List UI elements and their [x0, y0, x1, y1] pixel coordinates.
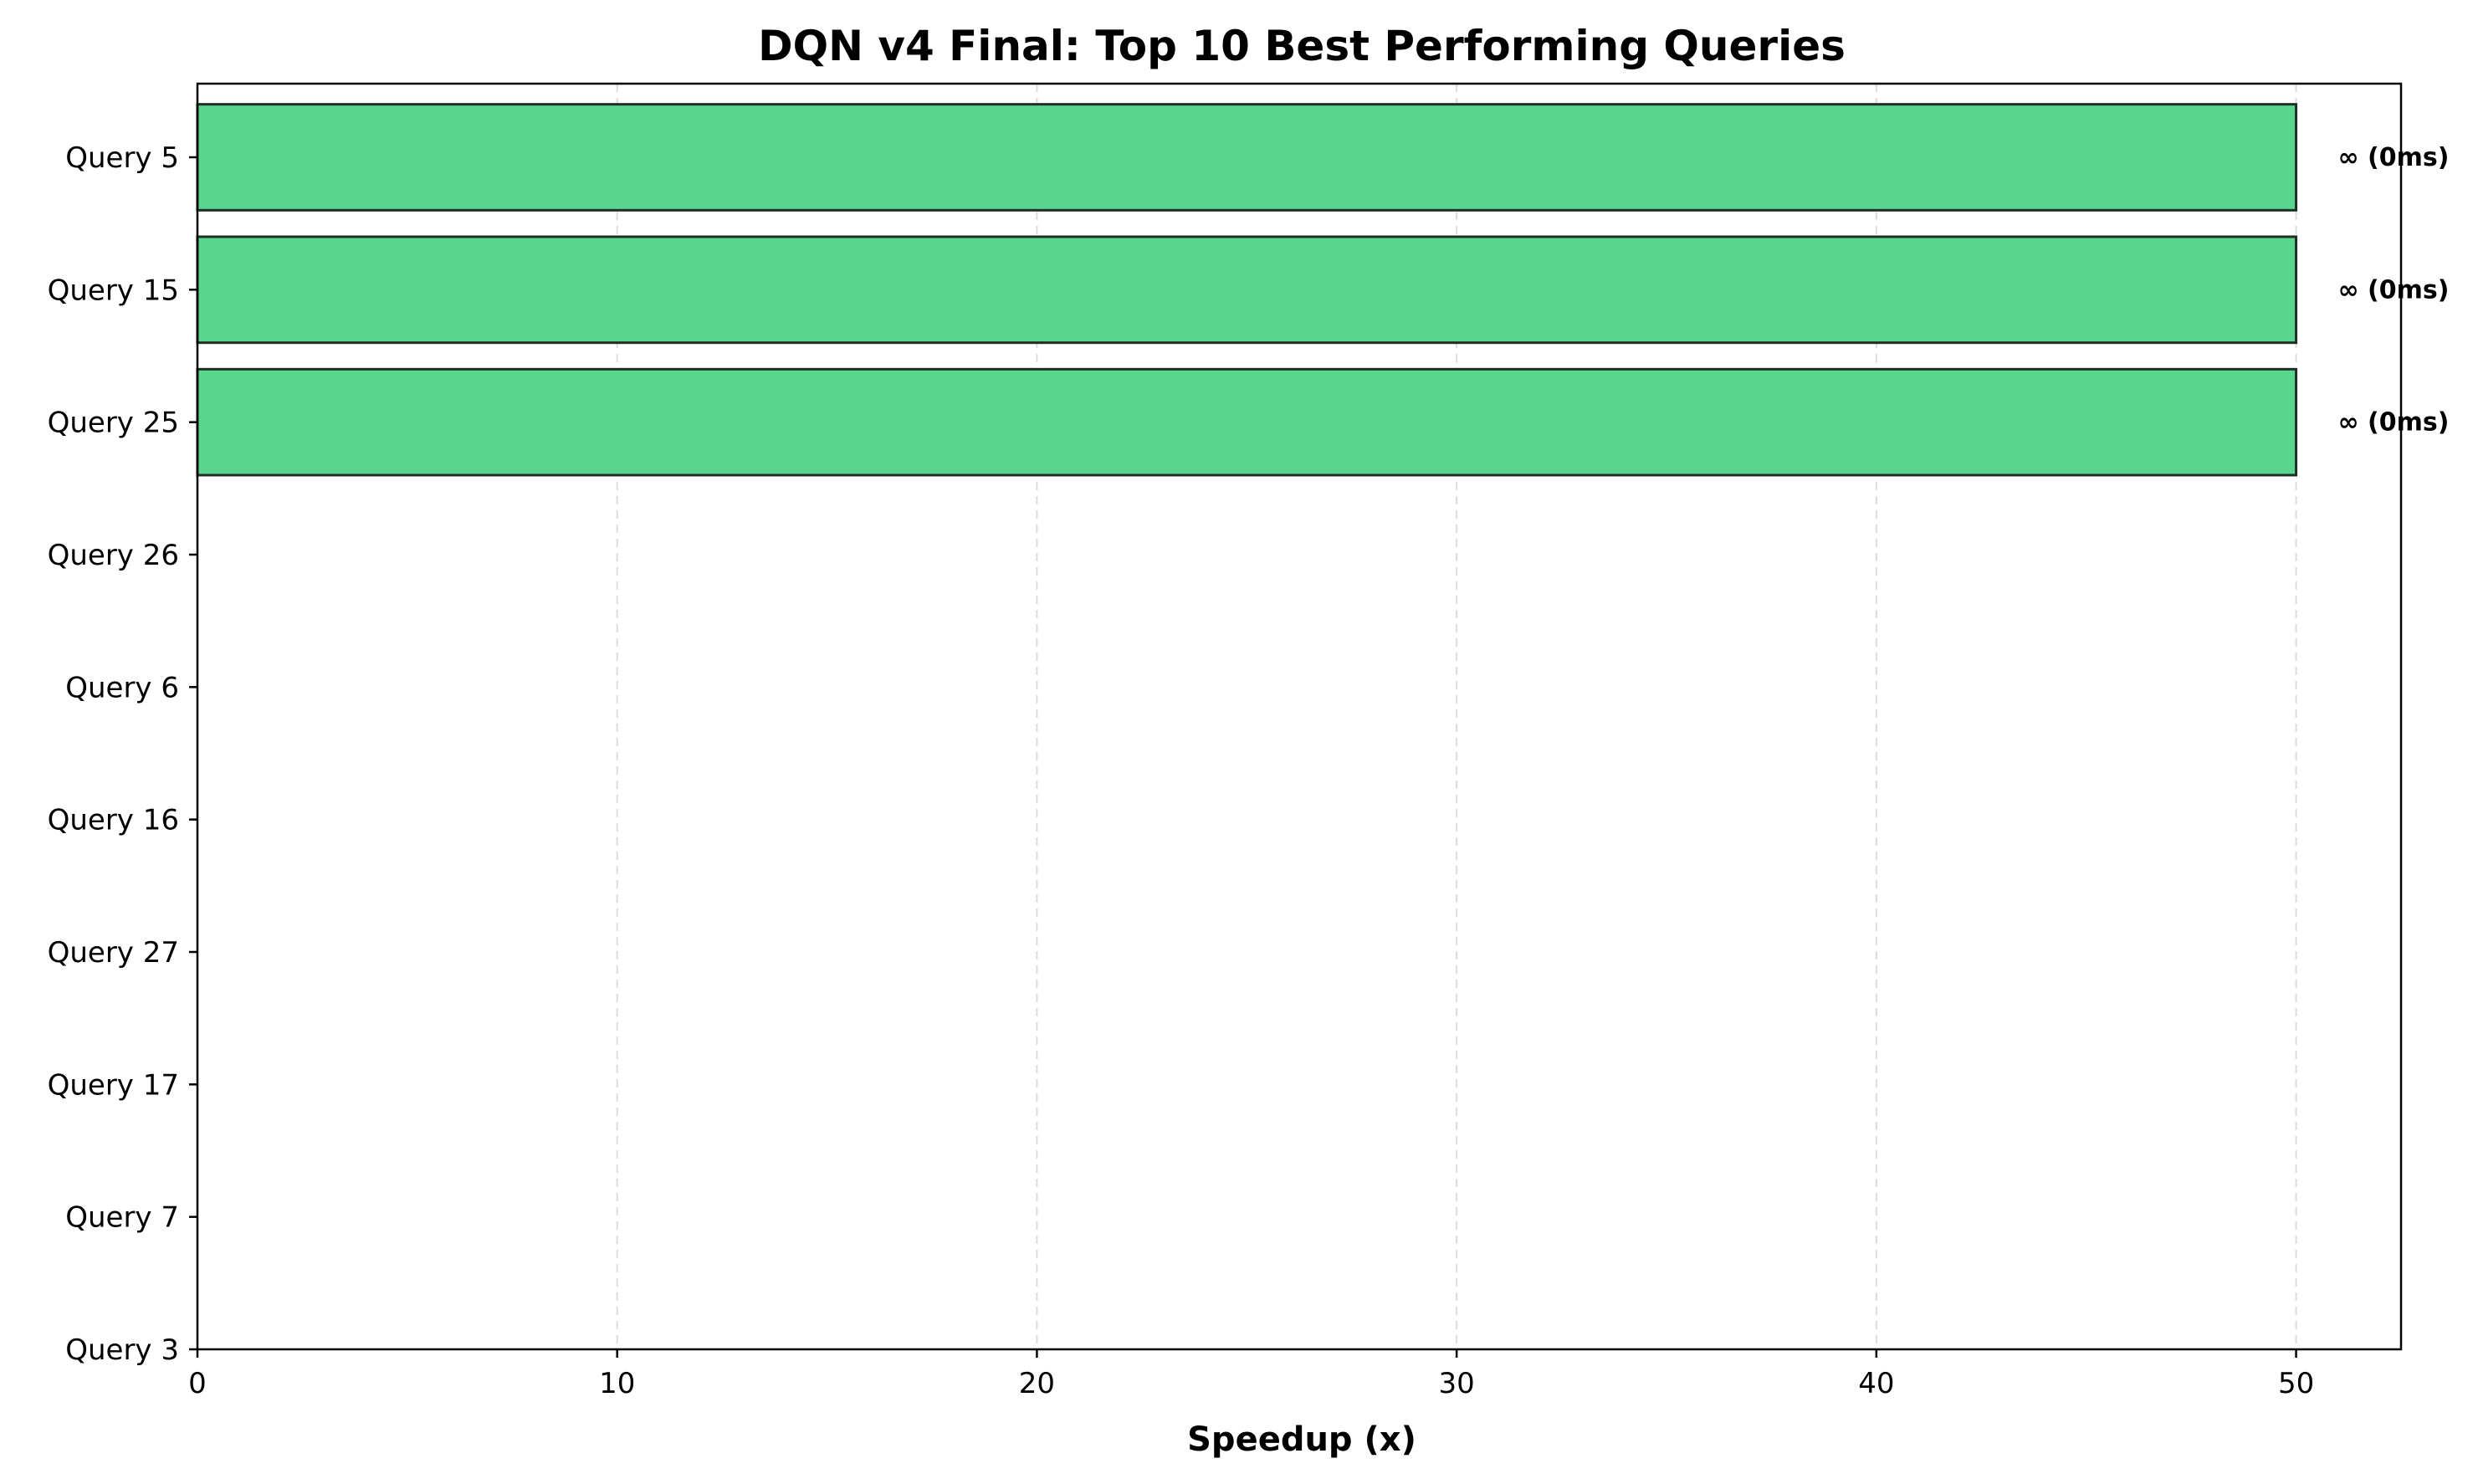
x-tick-label: 30 [1439, 1367, 1475, 1400]
y-tick-label: Query 5 [65, 141, 179, 175]
bar-query-5 [196, 103, 2298, 212]
y-axis-ticks: Query 5 Query 15 Query 25 Query 26 Query 6 Qu… [48, 141, 197, 1367]
x-tick-label: 50 [2278, 1367, 2314, 1400]
y-tick-label: Query 15 [48, 274, 179, 307]
x-tick-label: 0 [188, 1367, 207, 1400]
chart-title: DQN v4 Final: Top 10 Best Performing Que… [758, 22, 1846, 70]
y-tick-label: Query 27 [48, 936, 179, 970]
y-tick-label: Query 16 [48, 804, 179, 837]
y-tick-label: Query 3 [65, 1333, 179, 1367]
y-tick-label: Query 7 [65, 1201, 179, 1235]
y-tick-label: Query 6 [65, 671, 179, 704]
bar-query-25 [196, 367, 2298, 477]
data-label-query-15: ∞ (0ms) [2338, 275, 2450, 304]
bar-query-15 [196, 235, 2298, 345]
y-tick-label: Query 26 [48, 539, 179, 572]
y-tick-label: Query 25 [48, 407, 179, 440]
bars [196, 103, 2298, 477]
x-axis-ticks: 0 10 20 30 40 50 [188, 1349, 2314, 1400]
x-tick-label: 40 [1858, 1367, 1894, 1400]
plot-frame [196, 82, 2403, 1351]
x-tick-label: 20 [1019, 1367, 1055, 1400]
data-label-query-5: ∞ (0ms) [2338, 143, 2450, 172]
data-labels: ∞ (0ms) ∞ (0ms) ∞ (0ms) [2338, 143, 2450, 438]
data-label-query-25: ∞ (0ms) [2338, 408, 2450, 438]
y-tick-label: Query 17 [48, 1068, 179, 1102]
x-tick-label: 10 [599, 1367, 635, 1400]
x-axis-label: Speedup (x) [1187, 1420, 1416, 1459]
